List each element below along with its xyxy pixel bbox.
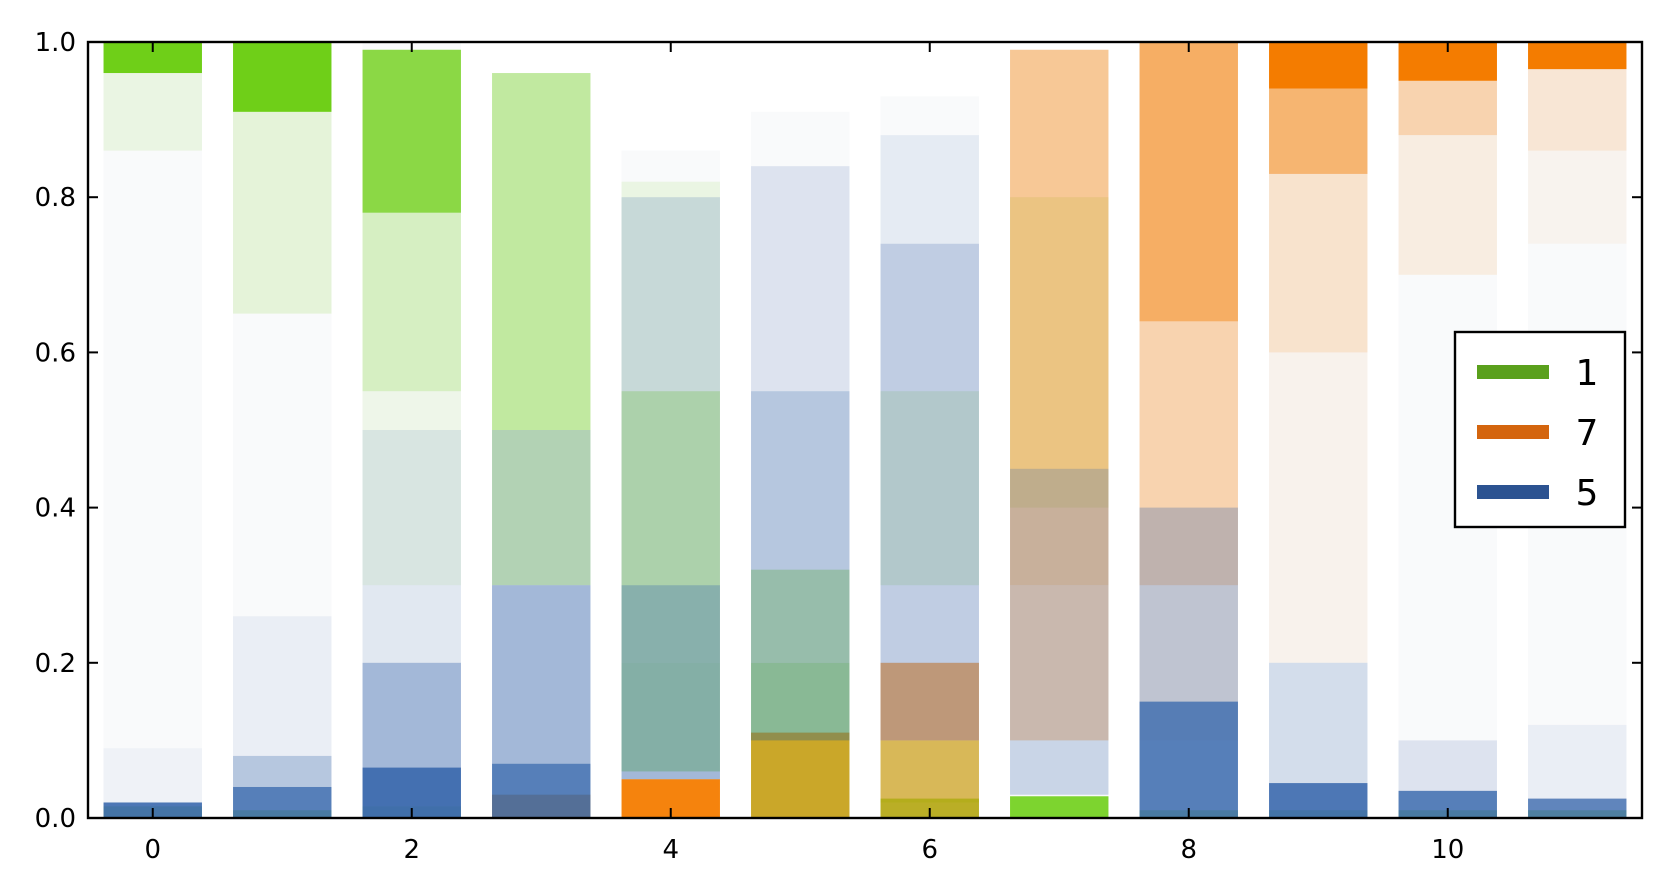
y-tick-label: 0.0: [35, 804, 76, 834]
bar-6-series-7-band-0: [880, 662, 979, 741]
bar-1-body: [233, 42, 332, 818]
bar-5-series-1-band-0: [751, 569, 850, 663]
legend-label: 1: [1576, 353, 1599, 394]
legend: 1 7 5: [1453, 330, 1627, 529]
bar-7-series-7-band-0: [1010, 49, 1109, 586]
x-tick-label: 4: [662, 835, 679, 865]
ticks-layer: 0.0 0.2 0.4 0.6 0.8 1.0 0 2 4 6 8 10: [35, 28, 1642, 865]
bar-2-series-5-band-2: [362, 430, 461, 663]
bar-3-series-1-band-1: [492, 430, 591, 586]
y-tick-label: 0.2: [35, 649, 76, 679]
bar-1-series-5-band-2: [233, 616, 332, 756]
bar-0-series-5-band-1: [103, 748, 202, 803]
bar-0: [103, 42, 202, 818]
bar-5-series-7-band-0: [751, 732, 850, 818]
bar-10-series-7-band-1: [1398, 80, 1497, 136]
bar-8-series-5-band-1: [1139, 507, 1238, 702]
x-tick-label: 6: [921, 835, 938, 865]
bar-11-series-7-band-1: [1528, 69, 1627, 151]
legend-swatch: [1477, 365, 1549, 379]
bar-9-series-5-band-1: [1269, 662, 1368, 784]
bar-9: [1269, 42, 1368, 818]
bar-7-series-1-band-0: [1010, 197, 1109, 508]
bar-6-series-1-band-0: [880, 391, 979, 586]
bar-9-series-7-band-0: [1269, 42, 1368, 89]
bar-5-series-5-band-0: [751, 391, 850, 741]
bar-9-series-5-band-0: [1269, 783, 1368, 818]
bar-3-series-5-band-2: [492, 430, 591, 586]
bar-8-series-5-band-0: [1139, 701, 1238, 818]
y-tick-label: 0.4: [35, 494, 76, 524]
y-tick-label: 1.0: [35, 28, 76, 58]
bar-9-series-7-band-1: [1269, 88, 1368, 174]
bars-layer: [103, 42, 1627, 819]
bar-9-series-7-band-3: [1269, 352, 1368, 663]
bar-4: [621, 150, 720, 818]
bar-10-series-7-band-2: [1398, 135, 1497, 275]
bar-3-series-5-band-1: [492, 585, 591, 764]
bar-2-series-1-band-1: [362, 212, 461, 392]
bar-0-body: [103, 42, 202, 818]
bar-4-series-1-band-1: [621, 391, 720, 663]
bar-6-series-5-band-1: [880, 135, 979, 244]
legend-item-5: 5: [1477, 473, 1598, 514]
bar-4-body: [621, 150, 720, 818]
bar-4-series-5-band-0: [621, 585, 720, 780]
bar-3-series-5-band-0: [492, 763, 591, 818]
x-tick-label: 2: [403, 835, 420, 865]
bar-3-series-1-band-0: [492, 73, 591, 430]
x-tick-label: 0: [144, 835, 161, 865]
legend-label: 5: [1576, 473, 1599, 514]
bar-7-body: [1010, 49, 1109, 818]
bar-11-series-5-band-0: [1528, 798, 1627, 818]
bar-4-series-5-band-1: [621, 197, 720, 586]
bar-5-series-5-band-1: [751, 166, 850, 392]
y-tick-label: 0.8: [35, 183, 76, 213]
bar-1-series-5-band-1: [233, 755, 332, 787]
bar-8: [1139, 42, 1238, 818]
bar-4-series-1-band-0: [621, 181, 720, 392]
bar-7: [1010, 49, 1109, 818]
bar-9-series-7-band-2: [1269, 173, 1368, 353]
bar-1-series-1-band-0: [233, 42, 332, 112]
bar-2: [362, 42, 461, 818]
bar-8-series-7-band-1: [1139, 321, 1238, 586]
legend-item-1: 1: [1477, 353, 1598, 394]
bar-1-series-1-band-1: [233, 111, 332, 314]
bar-6: [880, 96, 979, 818]
bar-11-series-5-band-1: [1528, 724, 1627, 799]
bar-6-series-5-band-0: [880, 243, 979, 741]
bar-7-series-7-band-1: [1010, 585, 1109, 741]
bar-1-series-5-band-0: [233, 786, 332, 818]
bar-0-series-1-band-1: [103, 73, 202, 151]
bar-7-series-1-band-1: [1010, 796, 1109, 818]
x-tick-label: 10: [1431, 835, 1464, 865]
bar-1: [233, 42, 332, 818]
legend-label: 7: [1576, 413, 1599, 454]
bar-11-series-7-band-2: [1528, 150, 1627, 244]
bar-3-body: [492, 73, 591, 819]
bar-3: [492, 73, 591, 819]
bar-8-series-7-band-0: [1139, 42, 1238, 322]
bar-11-series-7-band-0: [1528, 42, 1627, 70]
bar-2-series-5-band-1: [362, 662, 461, 768]
plot-frame: [86, 40, 1644, 820]
legend-swatch: [1477, 485, 1549, 499]
legend-item-7: 7: [1477, 413, 1598, 454]
x-tick-label: 8: [1180, 835, 1197, 865]
bar-5: [751, 111, 850, 819]
bar-2-series-1-band-0: [362, 49, 461, 213]
legend-swatch: [1477, 425, 1549, 439]
bar-6-series-1-band-1: [880, 740, 979, 803]
bar-2-series-1-band-2: [362, 391, 461, 586]
bar-7-series-5-band-0: [1010, 468, 1109, 795]
bar-6-series-7-band-1: [880, 740, 979, 818]
bar-4-series-1-band-2: [621, 662, 720, 772]
y-tick-label: 0.6: [35, 338, 76, 368]
bar-5-series-1-band-1: [751, 662, 850, 741]
bar-10-series-5-band-1: [1398, 740, 1497, 791]
